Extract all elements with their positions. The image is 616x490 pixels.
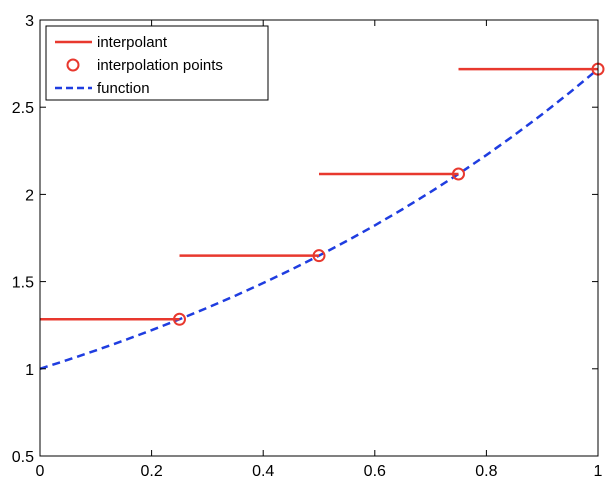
legend: interpolant interpolation points functio… (45, 25, 269, 101)
y-tick-label: 2.5 (12, 100, 34, 117)
interpolation-point-3 (452, 167, 465, 181)
interpolation-point-2 (312, 249, 326, 263)
y-tick-label: 3 (25, 13, 34, 30)
legend-label-function: function (97, 80, 150, 97)
ticks-layer: 0 0.2 0.4 0.6 0.8 1 0.5 1 1.5 2 2.5 3 (12, 13, 603, 480)
legend-sample-interpolation-points (66, 58, 80, 72)
y-tick-label: 2 (25, 187, 34, 204)
y-tick-label: 0.5 (12, 449, 34, 466)
x-tick-label: 0.4 (252, 463, 274, 480)
y-tick-label: 1 (25, 362, 34, 379)
x-tick-label: 0.2 (140, 463, 162, 480)
x-tick-label: 1 (594, 463, 603, 480)
function-line (39, 68, 599, 370)
legend-label-interpolant: interpolant (97, 34, 168, 51)
axes-box (39, 19, 599, 457)
interpolation-point-1 (173, 312, 186, 326)
x-tick-label: 0.6 (364, 463, 386, 480)
legend-label-interpolation-points: interpolation points (97, 57, 223, 74)
x-tick-label: 0.8 (475, 463, 497, 480)
x-tick-label: 0 (36, 463, 45, 480)
y-tick-label: 1.5 (12, 275, 34, 292)
series-layer (39, 62, 605, 370)
